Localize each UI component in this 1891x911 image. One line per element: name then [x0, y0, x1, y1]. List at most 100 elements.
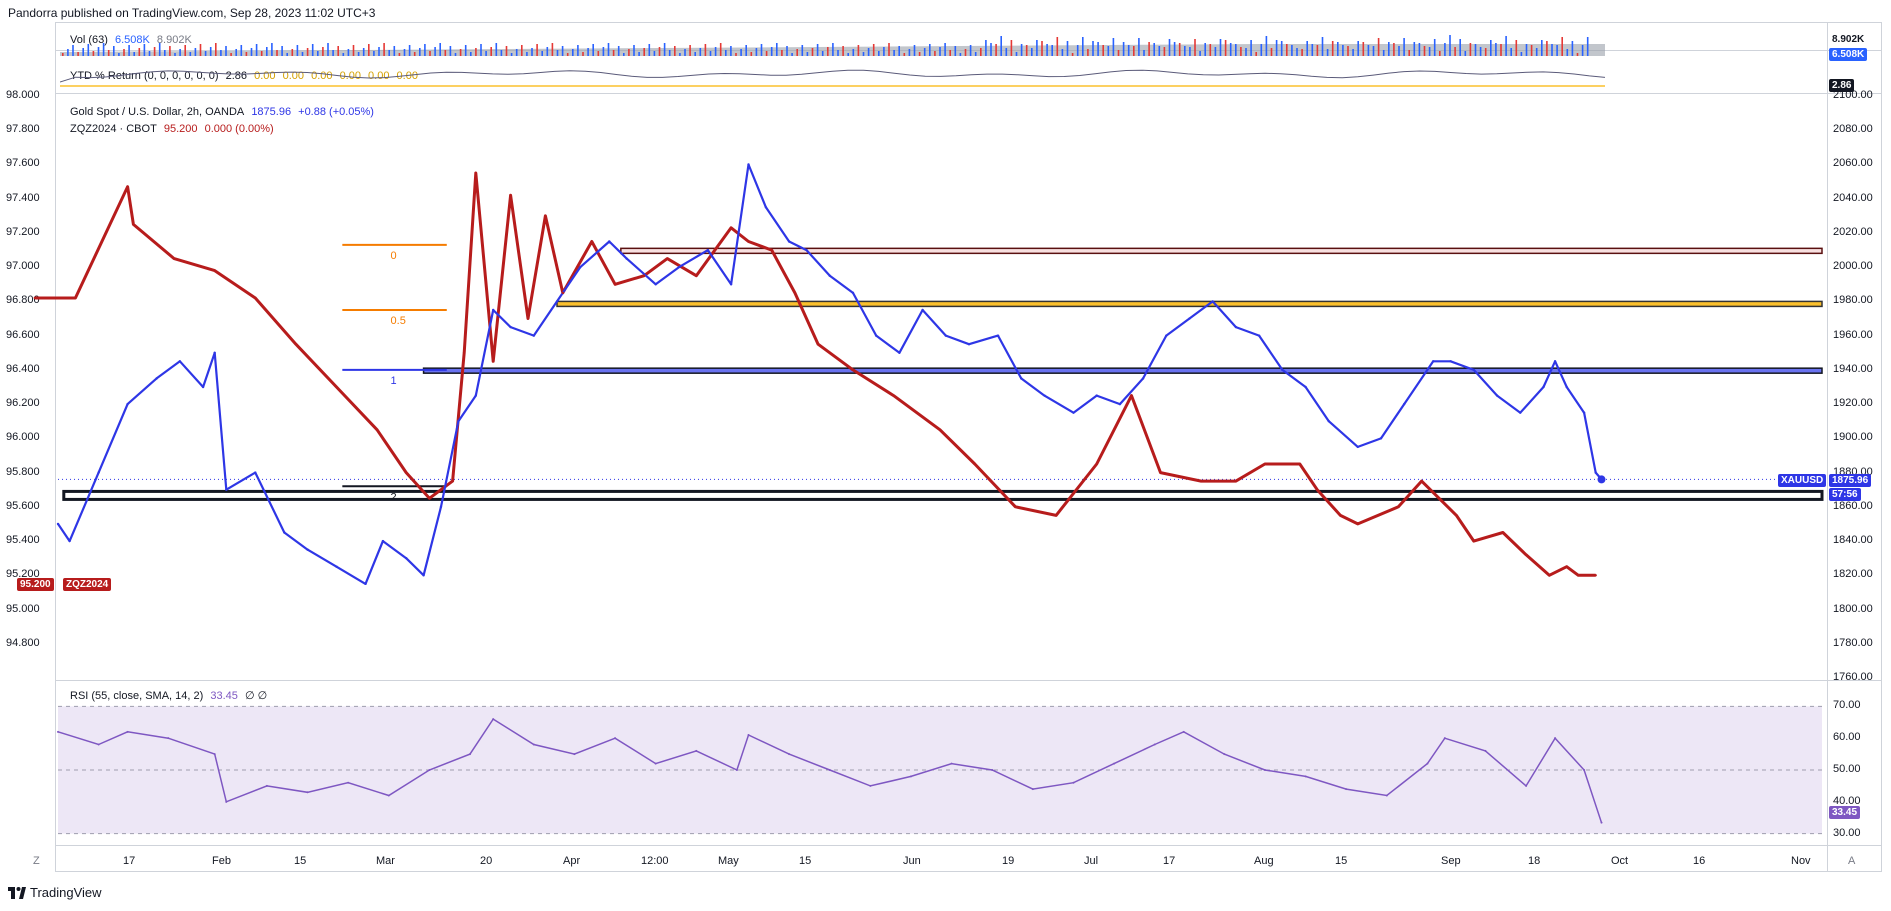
vol-bar — [735, 53, 737, 56]
rsi-legend[interactable]: RSI (55, close, SMA, 14, 2) 33.45 ∅ ∅ — [70, 689, 271, 702]
rsi-point — [1153, 743, 1156, 746]
rsi-badge: 33.45 — [1829, 806, 1861, 819]
left-axis-tick: 97.400 — [6, 191, 40, 204]
vol-bar — [1092, 41, 1094, 56]
vol-value-2: 8.902K — [156, 34, 192, 46]
vol-bar — [429, 51, 431, 56]
rsi-point — [1443, 737, 1446, 740]
zq-point — [1315, 488, 1319, 491]
vol-bar — [939, 47, 941, 56]
zq-point — [132, 223, 135, 226]
vol-bar — [602, 47, 605, 56]
vol-bar — [679, 53, 681, 56]
vol-bar — [123, 49, 125, 56]
vol-badge-top: 8.902K — [1829, 33, 1868, 46]
zq-point — [213, 269, 216, 272]
vol-bar — [541, 51, 543, 56]
vol-bar — [1031, 48, 1033, 56]
vol-bar — [169, 46, 171, 56]
vol-bar — [1229, 43, 1232, 56]
vol-bar — [1439, 51, 1441, 56]
right-axis-tick: 1960.00 — [1833, 328, 1873, 341]
zq-price: 95.200 — [163, 123, 198, 135]
vol-bar — [1576, 53, 1579, 56]
pane-divider-ytd — [55, 93, 1882, 94]
ytd-zero-2: 0.00 — [282, 70, 305, 82]
vol-bar — [1117, 50, 1120, 56]
zq-point — [1501, 531, 1505, 534]
vol-bar — [1280, 41, 1283, 56]
vol-bar — [714, 47, 717, 56]
resistance-zone-2010[interactable] — [620, 247, 1823, 255]
rsi-point — [950, 762, 953, 765]
vol-bar — [1474, 44, 1477, 56]
time-axis-label: Nov — [1791, 855, 1811, 867]
vol-legend[interactable]: Vol (63) 6.508K 8.902K — [70, 34, 196, 46]
vol-bar — [148, 51, 151, 56]
main-legend-line1[interactable]: Gold Spot / U.S. Dollar, 2h, OANDA 1875.… — [70, 106, 378, 118]
gold-point — [805, 248, 808, 252]
vol-bar — [1189, 47, 1191, 56]
zq-point — [770, 248, 773, 252]
rsi-point — [532, 743, 535, 746]
vol-bar — [1270, 48, 1273, 56]
main-legend-line2[interactable]: ZQZ2024 · CBOT 95.200 0.000 (0.00%) — [70, 123, 278, 135]
vol-bar — [740, 49, 742, 56]
vol-bar — [77, 52, 79, 56]
gold-point — [1118, 402, 1122, 406]
resistance-zone-1980[interactable] — [556, 300, 1823, 308]
support-zone-1868[interactable] — [62, 489, 1824, 501]
vol-bar — [332, 50, 334, 56]
vol-bar — [296, 45, 299, 56]
support-zone-1940[interactable] — [422, 367, 1823, 374]
vol-bar — [260, 51, 263, 56]
vol-bar — [97, 47, 100, 56]
gold-point — [1472, 368, 1476, 372]
vol-bar — [1102, 45, 1104, 56]
vol-bar — [424, 44, 426, 56]
vol-bar — [1184, 46, 1186, 56]
vol-bar — [230, 53, 232, 56]
vol-bar — [852, 49, 855, 56]
gold-point — [579, 265, 582, 269]
zq-point — [938, 428, 942, 431]
ytd-label: YTD % Return (0, 0, 0, 0, 0, 0) — [70, 70, 219, 82]
vol-bar — [1393, 43, 1395, 56]
auto-scale-button[interactable]: A — [1848, 855, 1856, 867]
zoom-button[interactable]: Z — [33, 855, 40, 867]
left-axis-tick: 96.600 — [6, 328, 40, 341]
gold-point — [874, 334, 878, 337]
left-axis-tick: 96.400 — [6, 362, 40, 375]
vol-bar — [934, 51, 936, 56]
vol-bar — [1546, 41, 1548, 56]
vol-bar — [582, 52, 584, 56]
vol-bar — [811, 48, 814, 56]
vol-bar — [1224, 40, 1227, 56]
vol-bar — [1005, 48, 1008, 56]
vol-bar — [623, 53, 625, 56]
vol-bar — [138, 48, 141, 56]
gold-point — [1356, 445, 1359, 449]
rsi-point — [1583, 769, 1586, 771]
vol-bar — [969, 45, 972, 56]
zq-point — [793, 291, 797, 295]
vol-bar — [1566, 49, 1569, 56]
right-axis-tick: 2060.00 — [1833, 157, 1873, 170]
vol-bar — [102, 43, 105, 56]
vol-bar — [612, 50, 615, 56]
left-axis-tick: 97.800 — [6, 123, 40, 136]
vol-bar — [1301, 49, 1303, 56]
vol-bar — [1143, 50, 1145, 56]
footer[interactable]: TradingView — [8, 885, 102, 900]
gold-point — [944, 334, 948, 337]
vol-bar — [592, 44, 594, 56]
vol-bar — [776, 43, 778, 56]
gold-point — [422, 574, 425, 577]
vol-bar — [174, 53, 176, 56]
zq-point — [526, 317, 530, 320]
time-axis-label: May — [718, 855, 739, 867]
vol-bar — [62, 53, 64, 56]
zq-point — [254, 296, 257, 300]
left-axis-tick: 97.600 — [6, 157, 40, 170]
